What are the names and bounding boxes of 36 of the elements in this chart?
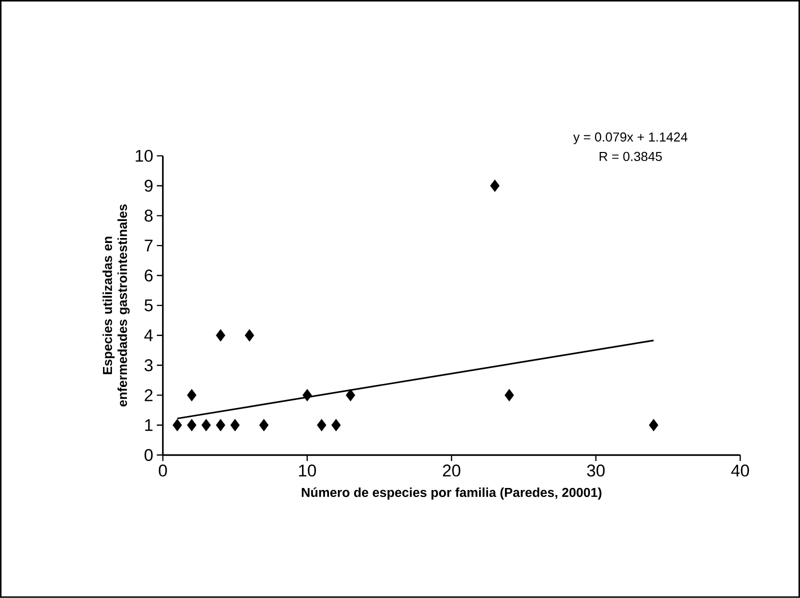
y-tick-label: 9 [144, 180, 153, 192]
y-tick-label: 0 [144, 449, 153, 462]
point [216, 418, 226, 432]
y-tick-label: 4 [144, 330, 153, 342]
x-tick-label: 40 [731, 464, 749, 477]
y-tick-label: 7 [144, 240, 152, 252]
y-tick-label: 6 [144, 270, 153, 282]
point [201, 418, 211, 432]
y-tick-label: 8 [144, 210, 153, 222]
annotation: R = 0.3845 [600, 152, 662, 162]
text: y = 0.079x + 1.1424 [573, 132, 688, 144]
x-tick-label: 0 [158, 464, 167, 477]
x-tick-label: 20 [442, 464, 460, 477]
point [187, 418, 196, 432]
point [216, 329, 226, 342]
y-tick-label: 3 [144, 359, 153, 372]
point [187, 389, 196, 402]
y-tick-label: 5 [144, 300, 153, 312]
point [504, 389, 514, 402]
point [490, 180, 500, 192]
point [302, 389, 312, 402]
y-tick-label: 2 [144, 389, 152, 402]
point [316, 418, 326, 432]
y-tick-label: 10 [136, 150, 153, 162]
x-axis-title: Número de especies por familia (Paredes, 20001) [302, 487, 602, 500]
point [648, 418, 658, 432]
point [259, 418, 269, 432]
point [346, 389, 356, 402]
point [230, 418, 240, 432]
y-tick-label: 1 [145, 419, 153, 431]
point [172, 418, 182, 432]
y-axis-title: Especies utilizadas en enfermedades gastrointestinales [102, 204, 130, 407]
x-tick-label: 30 [587, 464, 605, 477]
point [244, 329, 254, 342]
x-tick-label: 10 [299, 464, 316, 477]
point [331, 418, 341, 432]
